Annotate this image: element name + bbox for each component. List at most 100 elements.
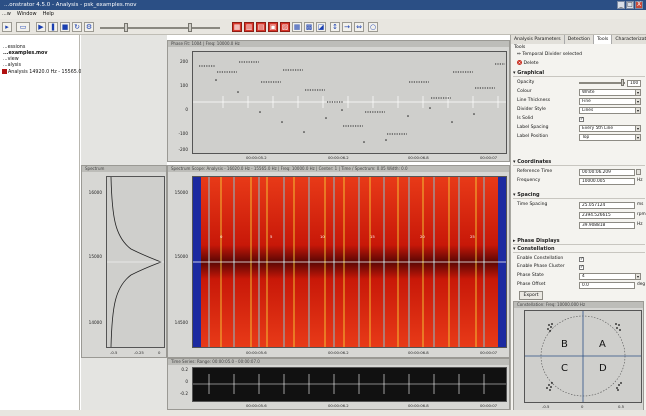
section-graphical[interactable]: ▾ Graphical <box>513 70 645 77</box>
open-icon[interactable]: ▸ <box>2 22 12 32</box>
frequency-input[interactable]: 10000.005 <box>579 177 635 185</box>
arrow-tool-icon[interactable]: → <box>342 22 352 32</box>
tab-detection[interactable]: Detection <box>565 35 595 44</box>
menu-help[interactable]: Help <box>42 11 54 17</box>
phase-y-tick: 100 <box>180 83 188 88</box>
phase-plot-area[interactable] <box>192 51 507 154</box>
menu-view[interactable]: ...w <box>2 11 11 17</box>
settings-icon[interactable]: ⚙ <box>84 22 94 32</box>
divider-marker: 15 <box>370 234 375 239</box>
divider-marker: 0 <box>220 234 223 239</box>
time-x-tick: 00:00:06.2 <box>328 403 349 408</box>
ref-time-input[interactable]: 00:00:06.209 <box>579 168 635 176</box>
stop-icon[interactable]: ■ <box>60 22 70 32</box>
tab-tools[interactable]: Tools <box>594 35 613 44</box>
export-button[interactable]: Export <box>519 291 543 300</box>
opacity-input[interactable]: 100 <box>627 79 641 87</box>
style-select[interactable]: Lines ▾ <box>579 106 641 114</box>
table-icon[interactable]: ▩ <box>304 22 314 32</box>
phase-offset-row: Phase Offset 0.0 deg <box>517 281 645 289</box>
ref-time-spinner[interactable] <box>636 169 641 175</box>
loop-icon[interactable]: ↻ <box>72 22 82 32</box>
spectrogram-plot-svg <box>193 177 506 347</box>
session-tree-panel: ...essions ...examples.mov ...view ...al… <box>0 35 94 416</box>
play-icon[interactable]: ▶ <box>36 22 46 32</box>
delete-button[interactable]: ✕ Delete <box>517 60 539 66</box>
tree-item-analysis-group[interactable]: ...alysis <box>3 63 22 68</box>
tool-red-3-icon[interactable]: ▤ <box>256 22 266 32</box>
tree-item-view[interactable]: ...view <box>3 57 19 62</box>
opacity-slider[interactable] <box>579 82 625 84</box>
divider-tool-icon[interactable]: ↕ <box>330 22 340 32</box>
tab-characterization[interactable]: Characterization <box>612 35 646 44</box>
phase-offset-input[interactable]: 0.0 <box>579 281 635 289</box>
circle-tool-icon[interactable]: ○ <box>368 22 378 32</box>
section-coordinates[interactable]: ▾ Coordinates <box>513 159 645 166</box>
enable-constellation-checkbox[interactable]: ✓ <box>579 256 584 262</box>
chevron-down-icon: ▾ <box>635 98 640 104</box>
tools-panel: Analysis Parameters Detection Tools Char… <box>510 35 646 416</box>
tool-red-4-icon[interactable]: ▣ <box>268 22 278 32</box>
tree-item-sessions[interactable]: ...essions <box>3 45 26 50</box>
constellation-x-tick: 0.5 <box>618 404 625 409</box>
section-spacing[interactable]: ▾ Spacing <box>513 192 645 199</box>
spectrogram-panel: Spectrum Scope: Analysis - 16020.0 Hz - … <box>167 165 510 358</box>
label-position-row: Label Position Top ▾ <box>517 133 643 141</box>
constellation-panel: Constellation: Freq: 10000.000 Hz B A C … <box>513 301 644 412</box>
time-spacing-ms-input[interactable]: 25.057124 <box>579 201 635 209</box>
expand-icon: ▸ <box>513 238 518 244</box>
time-spacing-hz-unit: Hz <box>637 222 643 227</box>
pause-icon[interactable]: ❚ <box>48 22 58 32</box>
time-series-panel-title: Time Series: Range: 00:00:05.0 - 00:00:0… <box>168 359 509 365</box>
time-spacing-row-3: 39.908818 Hz <box>517 221 643 229</box>
collapse-icon: ▾ <box>513 159 518 165</box>
tree-item-file[interactable]: ...examples.mov <box>3 51 48 56</box>
phase-y-tick: 200 <box>180 59 188 64</box>
tool-red-2-icon[interactable]: ▥ <box>244 22 254 32</box>
maximize-button[interactable]: □ <box>626 1 634 9</box>
timeline-start-handle[interactable] <box>124 23 128 32</box>
chevron-down-icon: ▾ <box>635 134 640 140</box>
expand-tool-icon[interactable]: ⇔ <box>354 22 364 32</box>
enable-constellation-row: Enable Constellation ✓ <box>517 255 643 263</box>
colour-select[interactable]: White ▾ <box>579 88 641 96</box>
close-button[interactable]: X <box>635 1 643 9</box>
label-spacing-select[interactable]: Every 5th Line ▾ <box>579 124 641 132</box>
label-position-select[interactable]: Top ▾ <box>579 133 641 141</box>
tab-analysis-parameters[interactable]: Analysis Parameters <box>511 35 565 44</box>
quadrant-label: D <box>599 363 607 374</box>
section-phase-displays[interactable]: ▸ Phase Displays <box>513 238 645 245</box>
time-series-plot-area[interactable] <box>192 367 507 402</box>
timeline-end-handle[interactable] <box>188 23 192 32</box>
opacity-slider-handle[interactable] <box>621 79 624 86</box>
minimize-button[interactable]: _ <box>617 1 625 9</box>
grid-icon[interactable]: ▦ <box>292 22 302 32</box>
tree-item-analysis[interactable]: Analysis 14920.0 Hz - 15565.0 Hz... <box>2 69 94 75</box>
tool-red-1-icon[interactable]: ▦ <box>232 22 242 32</box>
time-spacing-rpm-input[interactable]: 2394.526615 <box>579 211 635 219</box>
monitor-icon[interactable]: ▭ <box>16 22 30 32</box>
status-bar <box>0 410 646 416</box>
thickness-label: Line Thickness <box>517 98 551 103</box>
constellation-x-tick: -0.5 <box>542 404 550 409</box>
spectrum-x-tick: -0.25 <box>134 350 144 355</box>
spectrum-plot-area[interactable] <box>106 176 165 348</box>
section-phase-displays-label: Phase Displays <box>517 238 560 244</box>
menu-window[interactable]: Window <box>16 11 37 17</box>
timeline-slider[interactable] <box>100 27 220 29</box>
tool-red-5-icon[interactable]: ▨ <box>280 22 290 32</box>
divider-marker: 5 <box>270 234 273 239</box>
phase-states-select[interactable]: 4 ▾ <box>579 272 641 280</box>
layers-icon[interactable]: ◪ <box>316 22 326 32</box>
spectrogram-plot-area[interactable] <box>192 176 507 348</box>
constellation-plot-area[interactable]: B A C D <box>524 310 642 403</box>
phase-states-label: Phase State <box>517 273 544 278</box>
solid-checkbox[interactable]: ✓ <box>579 116 584 122</box>
section-constellation-label: Constellation <box>517 246 555 252</box>
thickness-select[interactable]: Fine ▾ <box>579 97 641 105</box>
enable-cluster-checkbox[interactable]: ✓ <box>579 264 584 270</box>
time-spacing-hz-input[interactable]: 39.908818 <box>579 221 635 229</box>
spectrum-plot-svg <box>107 176 164 348</box>
time-x-tick: 00:00:07 <box>480 403 498 408</box>
section-constellation[interactable]: ▾ Constellation <box>513 246 645 253</box>
